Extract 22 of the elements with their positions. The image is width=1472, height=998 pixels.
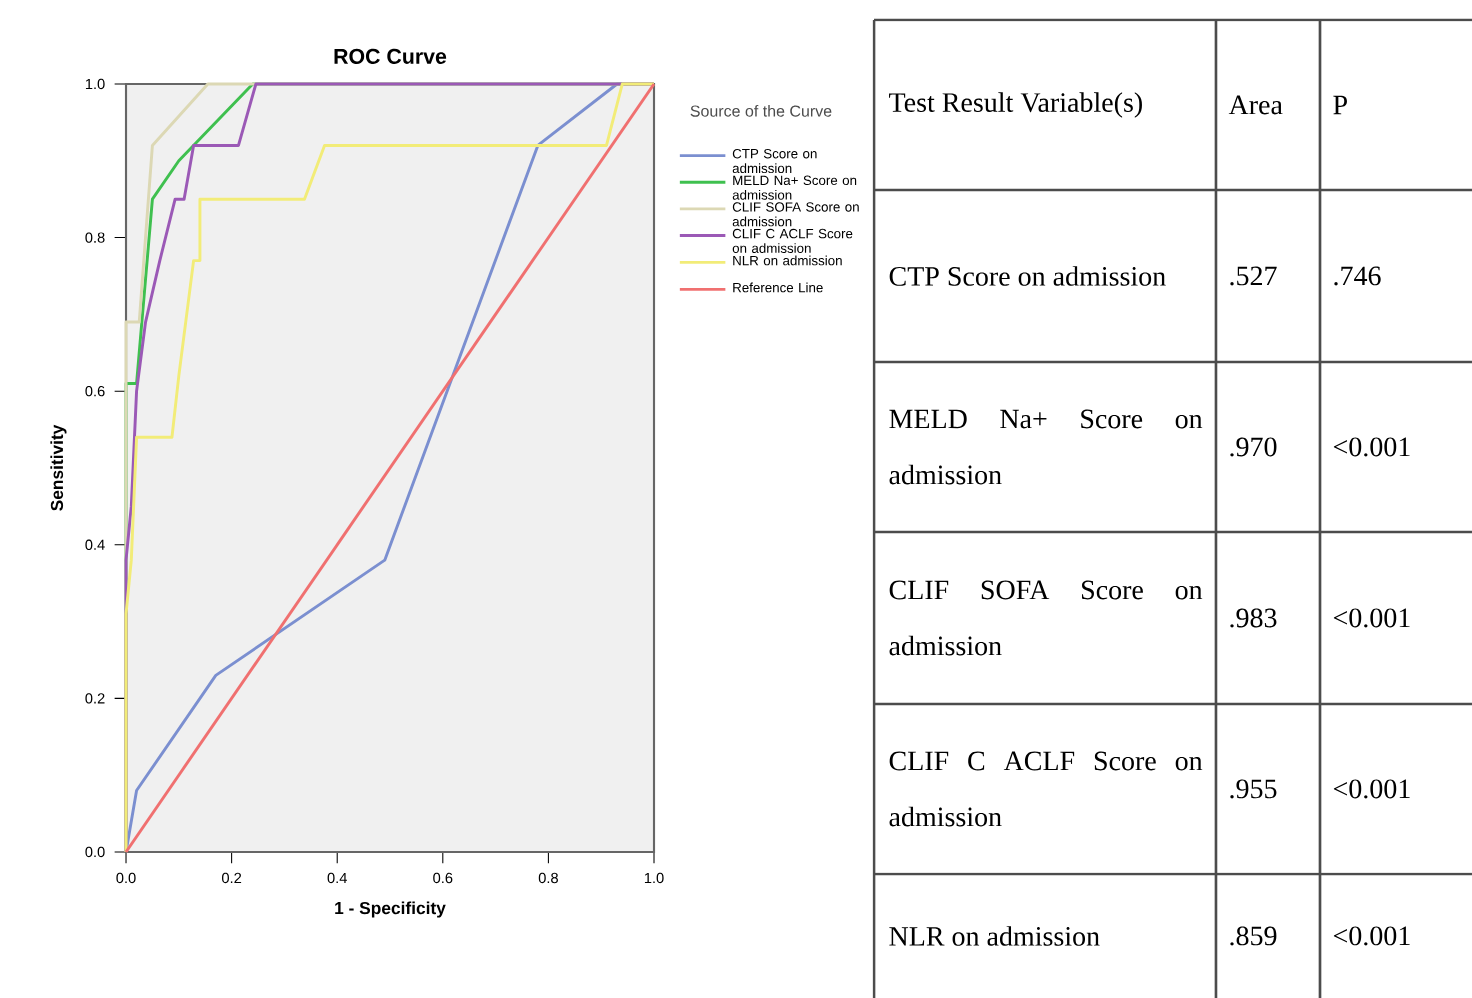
text: CTP Score on admission: [889, 266, 1166, 286]
text: CLIF SOFA Score on admission: [889, 580, 1203, 656]
chart-title: ROC Curve: [334, 48, 447, 64]
text: MELD Na+ Score on admission: [889, 409, 1203, 485]
text: .527: [1230, 266, 1277, 286]
text: CLIF C ACLF Score on admission: [889, 751, 1203, 827]
text: .970: [1230, 437, 1277, 457]
text: .983: [1230, 608, 1277, 628]
legend-title: Source of the Curve: [690, 104, 832, 117]
text: .859: [1230, 926, 1277, 946]
text: <0.001: [1333, 608, 1410, 628]
text: Area: [1228, 95, 1283, 115]
text: <0.001: [1333, 779, 1410, 799]
text: NLR on admission: [889, 926, 1100, 946]
x-axis-title: 1 - Specificity: [335, 901, 446, 918]
text: <0.001: [1333, 926, 1410, 946]
text: .746: [1334, 266, 1381, 286]
text: .955: [1230, 779, 1277, 799]
text: <0.001: [1333, 437, 1410, 457]
text: Test Result Variable(s): [889, 92, 1142, 118]
text: P: [1333, 95, 1347, 115]
y-axis-title: Sensitivity: [50, 424, 67, 511]
